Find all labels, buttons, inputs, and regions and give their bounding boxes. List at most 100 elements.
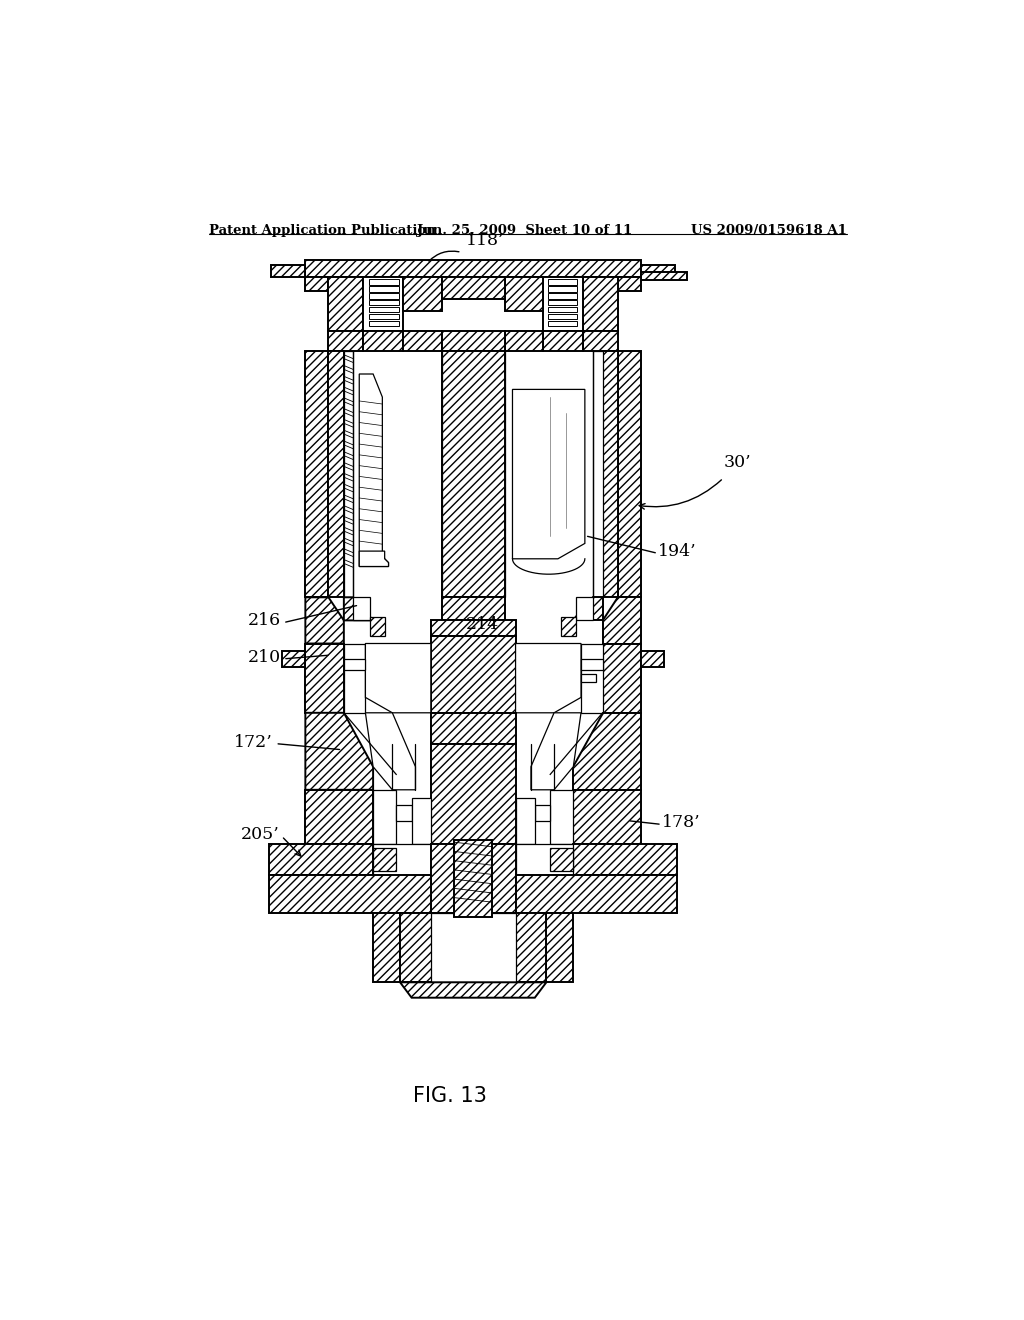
Polygon shape: [370, 314, 398, 319]
Polygon shape: [602, 598, 641, 644]
Polygon shape: [373, 843, 431, 875]
Text: 30’: 30’: [724, 454, 751, 471]
Polygon shape: [584, 331, 617, 351]
Polygon shape: [577, 598, 593, 620]
Text: Jun. 25, 2009  Sheet 10 of 11: Jun. 25, 2009 Sheet 10 of 11: [417, 224, 633, 236]
Polygon shape: [305, 713, 373, 789]
Polygon shape: [370, 308, 398, 313]
Polygon shape: [548, 286, 578, 292]
Polygon shape: [602, 644, 641, 713]
Polygon shape: [641, 272, 687, 280]
Polygon shape: [344, 598, 373, 620]
Polygon shape: [305, 789, 373, 843]
Polygon shape: [305, 351, 329, 598]
Polygon shape: [550, 847, 573, 871]
Polygon shape: [573, 713, 641, 789]
Polygon shape: [412, 797, 431, 843]
Polygon shape: [641, 264, 675, 277]
Polygon shape: [283, 651, 305, 667]
Polygon shape: [544, 331, 584, 351]
Polygon shape: [403, 277, 441, 312]
Polygon shape: [271, 264, 305, 277]
Polygon shape: [617, 351, 641, 598]
Text: 214: 214: [466, 615, 499, 632]
Polygon shape: [329, 277, 364, 331]
Polygon shape: [269, 843, 373, 875]
Polygon shape: [515, 843, 573, 875]
Polygon shape: [396, 805, 412, 821]
Polygon shape: [548, 293, 578, 298]
Polygon shape: [581, 675, 596, 682]
Polygon shape: [305, 277, 329, 290]
Polygon shape: [370, 293, 398, 298]
Polygon shape: [515, 644, 581, 713]
Polygon shape: [431, 620, 515, 636]
Polygon shape: [573, 843, 677, 875]
Polygon shape: [515, 875, 677, 913]
Polygon shape: [512, 389, 585, 558]
Polygon shape: [441, 277, 505, 298]
Polygon shape: [366, 644, 431, 713]
Polygon shape: [505, 331, 544, 351]
Polygon shape: [373, 847, 396, 871]
Polygon shape: [329, 331, 364, 351]
Polygon shape: [370, 616, 385, 636]
Polygon shape: [548, 308, 578, 313]
Text: 194’: 194’: [658, 543, 696, 560]
Polygon shape: [344, 351, 353, 598]
Polygon shape: [364, 277, 403, 331]
Text: US 2009/0159618 A1: US 2009/0159618 A1: [691, 224, 847, 236]
Polygon shape: [344, 644, 366, 713]
Polygon shape: [581, 659, 602, 671]
Polygon shape: [431, 913, 515, 982]
Polygon shape: [359, 374, 388, 566]
Polygon shape: [584, 277, 617, 331]
Polygon shape: [305, 260, 641, 277]
Text: 178’: 178’: [662, 813, 700, 830]
Polygon shape: [573, 598, 602, 620]
Polygon shape: [373, 789, 396, 843]
Text: 216: 216: [248, 612, 281, 628]
Polygon shape: [548, 280, 578, 285]
Polygon shape: [370, 300, 398, 305]
Polygon shape: [400, 982, 547, 998]
Text: 210: 210: [248, 649, 281, 665]
Text: 172’: 172’: [234, 734, 273, 751]
Polygon shape: [431, 636, 515, 713]
Polygon shape: [547, 913, 573, 982]
Polygon shape: [548, 314, 578, 319]
Polygon shape: [441, 331, 505, 351]
Polygon shape: [531, 713, 581, 789]
Polygon shape: [305, 598, 344, 644]
Polygon shape: [359, 552, 388, 566]
Polygon shape: [561, 616, 577, 636]
Polygon shape: [305, 644, 344, 713]
Text: 118’: 118’: [466, 232, 504, 249]
Polygon shape: [454, 840, 493, 917]
Polygon shape: [544, 277, 584, 331]
Text: FIG. 13: FIG. 13: [413, 1085, 487, 1106]
Polygon shape: [515, 797, 535, 843]
Polygon shape: [548, 300, 578, 305]
Polygon shape: [641, 651, 665, 667]
Polygon shape: [431, 743, 515, 843]
Polygon shape: [269, 875, 431, 913]
Polygon shape: [329, 351, 344, 598]
Polygon shape: [370, 321, 398, 326]
Polygon shape: [550, 789, 573, 843]
Polygon shape: [400, 913, 547, 982]
Polygon shape: [403, 331, 441, 351]
Polygon shape: [431, 843, 515, 913]
Text: 205’: 205’: [241, 826, 280, 843]
Polygon shape: [370, 280, 398, 285]
Polygon shape: [373, 913, 400, 982]
Polygon shape: [617, 277, 641, 290]
Polygon shape: [593, 351, 602, 598]
Polygon shape: [344, 659, 366, 671]
Polygon shape: [581, 644, 602, 713]
Polygon shape: [573, 789, 641, 843]
Polygon shape: [441, 351, 505, 598]
Polygon shape: [364, 331, 403, 351]
Text: Patent Application Publication: Patent Application Publication: [209, 224, 436, 236]
Polygon shape: [353, 598, 370, 620]
